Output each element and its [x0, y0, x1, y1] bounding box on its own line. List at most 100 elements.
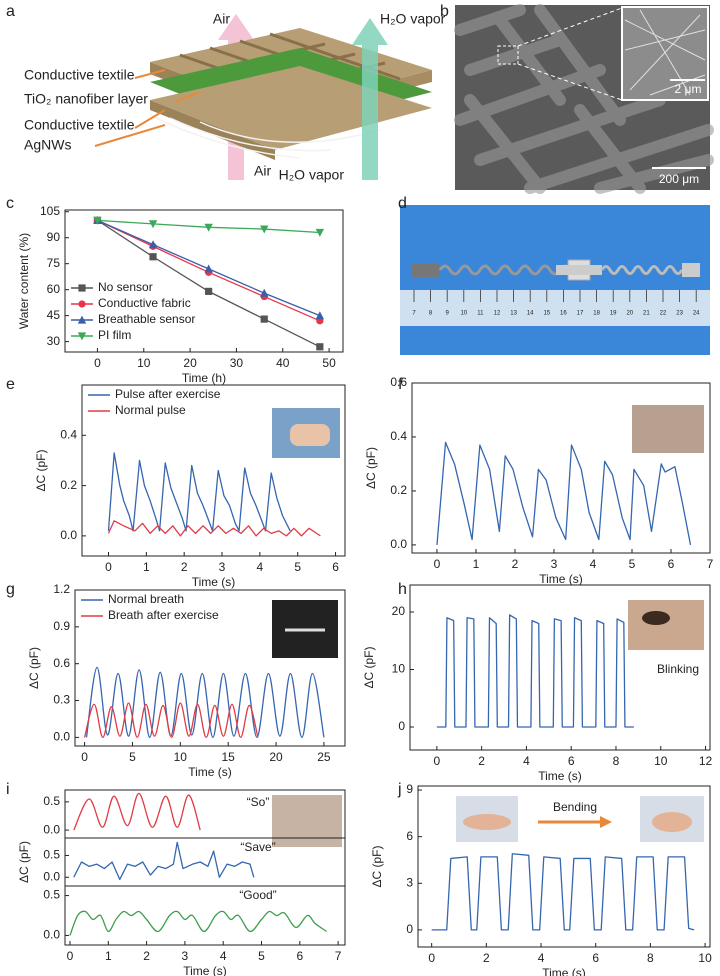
y-tick-label: 105: [40, 204, 60, 218]
x-tick-label: 3: [219, 560, 226, 574]
label: H₂O vapor: [279, 167, 345, 183]
y-tick-label: 0.0: [53, 730, 70, 744]
x-tick-label: 5: [258, 949, 265, 963]
line: [69, 910, 327, 936]
legend-label: Normal pulse: [115, 403, 186, 417]
y-tick-label: 0.6: [390, 375, 407, 389]
x-tick-label: 1: [143, 560, 150, 574]
x-axis-label: Time (s): [542, 966, 586, 976]
y-tick-label: 0.2: [60, 478, 77, 492]
x-tick-label: 0: [94, 356, 101, 370]
sensor-core: [556, 265, 602, 275]
annotation: “So”: [247, 795, 270, 809]
ruler-number: 12: [494, 311, 501, 317]
x-tick-label: 40: [276, 356, 290, 370]
y-tick-label: 75: [47, 256, 61, 270]
line: [83, 702, 259, 739]
ruler-number: 13: [510, 311, 517, 317]
x-tick-label: 0: [434, 754, 441, 768]
x-tick-label: 25: [317, 750, 331, 764]
x-tick-label: 8: [647, 951, 654, 965]
y-axis-label: ΔC (pF): [364, 447, 378, 489]
y-tick-label: 0: [398, 719, 405, 733]
annotation: Bending: [553, 800, 597, 814]
x-tick-label: 12: [699, 754, 713, 768]
annotation: “Good”: [239, 888, 276, 902]
sensor-photo: 7 8 9 10 11 12 13 14 15 16 17 18 19 20 21 22 23 24: [400, 205, 710, 355]
serpentine: [438, 264, 572, 276]
panel-label: e: [6, 376, 15, 393]
line: [73, 792, 201, 831]
textile-bottom-side: [150, 100, 275, 160]
x-tick-label: 4: [590, 557, 597, 571]
x-tick-label: 2: [483, 951, 490, 965]
legend-marker: [77, 332, 87, 341]
electrode: [682, 263, 700, 277]
vapor-arrow: [352, 18, 388, 180]
y-tick-label: 0.0: [43, 822, 60, 836]
panel-label: f: [398, 376, 403, 393]
textile-bottom: [150, 66, 432, 150]
legend-marker: [77, 315, 87, 324]
ruler-number: 8: [429, 311, 433, 317]
marker: [260, 315, 268, 323]
x-tick-label: 20: [183, 356, 197, 370]
marker: [204, 223, 213, 232]
ruler: [400, 290, 710, 326]
line: [431, 853, 695, 931]
marker: [148, 220, 158, 229]
y-tick-label: 3: [406, 875, 413, 889]
legend-label: Conductive fabric: [98, 296, 191, 310]
photo-background: [400, 205, 710, 355]
x-tick-label: 2: [143, 949, 150, 963]
marker: [148, 240, 158, 249]
marker: [93, 216, 102, 225]
panel-label: b: [440, 3, 449, 20]
plot-frame: [64, 209, 344, 353]
nanofibers: [624, 9, 706, 96]
panel-label: c: [6, 195, 14, 212]
x-tick-label: 5: [294, 560, 301, 574]
panel-label: g: [6, 581, 15, 598]
x-tick-label: 20: [269, 750, 283, 764]
line: [107, 452, 291, 532]
y-tick-label: 6: [406, 829, 413, 843]
label: Air: [254, 163, 271, 179]
x-tick-label: 30: [230, 356, 244, 370]
scale-label: 2 μm: [675, 82, 702, 96]
x-tick-label: 3: [551, 557, 558, 571]
x-axis-label: Time (s): [192, 575, 236, 589]
marker: [204, 264, 213, 273]
legend-marker: [78, 284, 86, 292]
legend-label: Normal breath: [108, 592, 184, 606]
y-tick-label: 0.3: [53, 693, 70, 707]
ruler-number: 11: [477, 311, 484, 317]
ruler-number: 19: [610, 311, 617, 317]
x-axis-label: Time (h): [182, 371, 226, 385]
marker: [205, 287, 213, 295]
x-tick-label: 8: [613, 754, 620, 768]
y-tick-label: 45: [47, 308, 61, 322]
x-tick-label: 4: [220, 949, 227, 963]
x-tick-label: 1: [105, 949, 112, 963]
legend-label: Breath after exercise: [108, 608, 219, 622]
y-tick-label: 20: [392, 604, 406, 618]
ruler-number: 7: [412, 311, 416, 317]
y-axis-label: ΔC (pF): [27, 647, 41, 689]
x-axis-label: Time (s): [538, 769, 582, 783]
y-axis-label: ΔC (pF): [34, 449, 48, 491]
x-tick-label: 2: [478, 754, 485, 768]
x-tick-label: 6: [332, 560, 339, 574]
ruler-number: 15: [543, 311, 550, 317]
x-tick-label: 3: [182, 949, 189, 963]
y-tick-label: 1.2: [53, 582, 70, 596]
annotation: Blinking: [657, 662, 699, 676]
line: [85, 666, 325, 739]
legend-marker: [78, 300, 86, 308]
y-tick-label: 30: [47, 334, 61, 348]
plot-frame: [417, 785, 711, 948]
x-tick-label: 5: [129, 750, 136, 764]
x-tick-label: 4: [538, 951, 545, 965]
